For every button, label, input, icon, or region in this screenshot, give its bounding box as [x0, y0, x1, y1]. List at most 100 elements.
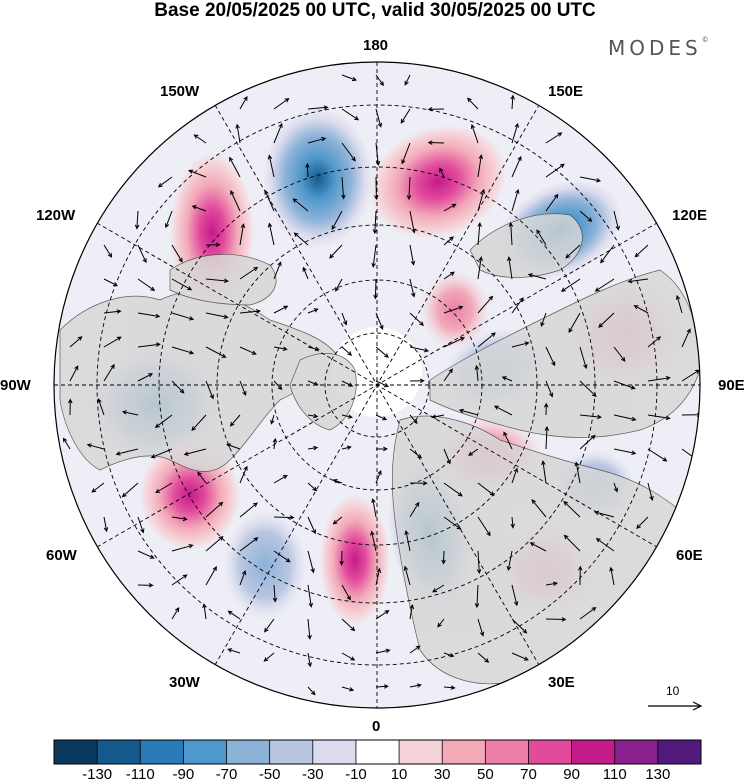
wind-arrow [341, 618, 356, 632]
wind-arrow [403, 565, 411, 586]
wind-arrow [409, 210, 416, 234]
wind-arrow [273, 346, 288, 351]
wind-arrow [272, 437, 278, 450]
wind-arrow [545, 132, 563, 144]
vector-scale-arrow [648, 701, 703, 711]
wind-arrow [239, 465, 248, 484]
wind-arrow [647, 482, 654, 501]
wind-arrow [647, 448, 668, 462]
wind-arrow [510, 516, 515, 529]
colorbar-tick-label: 110 [602, 766, 627, 783]
colorbar-tick-label: -130 [82, 766, 113, 783]
wind-arrow [307, 618, 312, 640]
wind-arrow [409, 414, 418, 425]
wind-arrow [563, 534, 581, 552]
wind-arrow [598, 312, 615, 328]
wind-arrow [264, 189, 275, 212]
wind-arrow [511, 188, 520, 212]
wind-arrow [476, 550, 482, 575]
colorbar-swatch [399, 740, 443, 764]
brand-name: MODES [608, 36, 702, 60]
wind-arrow [511, 122, 519, 144]
wind-arrow [431, 414, 445, 419]
wind-arrow [477, 482, 495, 496]
wind-arrow [103, 336, 122, 348]
wind-arrow [560, 278, 581, 292]
wind-arrow [493, 405, 513, 416]
wind-arrow [409, 480, 428, 486]
wind-arrow [477, 154, 483, 178]
wind-arrow [239, 266, 259, 280]
wind-arrow [404, 74, 411, 86]
wind-arrow [443, 271, 455, 280]
wind-arrow [205, 501, 224, 518]
wind-arrow [613, 380, 636, 390]
wind-arrow [529, 542, 547, 552]
wind-arrow [613, 346, 626, 362]
wind-arrow [97, 398, 105, 416]
wind-arrow [409, 645, 421, 654]
wind-arrow [443, 368, 453, 382]
wind-arrow [307, 413, 319, 419]
wind-arrow [375, 74, 384, 87]
wind-arrow [477, 516, 491, 537]
wind-arrow [235, 123, 241, 144]
wind-arrow [307, 308, 319, 314]
wind-vectors [62, 74, 700, 696]
wind-arrow [409, 378, 425, 384]
wind-arrow [341, 142, 356, 162]
colorbar-swatch [614, 740, 659, 764]
map-title: Base 20/05/2025 00 UTC, valid 30/05/2025… [154, 0, 596, 21]
wind-arrow [227, 648, 241, 654]
wind-arrow [443, 516, 462, 530]
lon-label-90e: 90E [718, 377, 745, 394]
wind-arrow [468, 448, 479, 456]
wind-arrow [613, 414, 637, 422]
alaska-land [169, 253, 277, 306]
chukotka-land [469, 213, 583, 278]
lon-label-180: 180 [363, 37, 389, 54]
wind-arrow [62, 437, 71, 450]
colorbar-tick-label: 30 [433, 766, 451, 783]
wind-arrow [302, 266, 309, 280]
wind-arrow [341, 312, 348, 326]
wind-arrow [341, 176, 346, 200]
colorbar-tick-label: -10 [345, 766, 367, 783]
wind-arrow [409, 346, 430, 353]
wind-arrow [404, 530, 411, 552]
colorbar-swatch [657, 740, 702, 764]
wind-arrow [171, 346, 195, 355]
wind-arrow [263, 652, 275, 662]
wind-arrow [443, 236, 454, 246]
wind-arrow [273, 515, 295, 520]
wind-arrow [545, 346, 556, 367]
wind-arrow [579, 176, 602, 183]
wind-arrow [545, 617, 567, 622]
anomaly-centre-positive [320, 495, 390, 625]
wind-arrow [375, 142, 381, 166]
lon-label-150w: 150W [160, 83, 200, 100]
wind-arrow [613, 448, 637, 455]
wind-arrow [331, 210, 343, 231]
wind-arrow [375, 414, 388, 421]
wind-arrow [341, 380, 354, 387]
wind-arrow [541, 460, 547, 484]
wind-arrow [501, 376, 513, 382]
wind-arrow [409, 683, 422, 688]
wind-arrow [307, 516, 316, 535]
wind-arrow [137, 516, 145, 534]
wind-arrow [375, 312, 384, 331]
wind-arrow [239, 223, 246, 246]
wind-arrow [191, 205, 207, 212]
brand-mark: © [701, 36, 709, 44]
wind-arrow [137, 244, 147, 264]
wind-arrow [370, 530, 377, 552]
wind-arrow [197, 471, 207, 484]
wind-arrow [267, 154, 275, 178]
wind-arrow [511, 652, 529, 661]
wind-arrow [341, 346, 353, 356]
wind-arrow [272, 584, 278, 603]
wind-arrow [230, 189, 241, 212]
wind-arrow [137, 312, 161, 319]
wind-arrow [474, 364, 480, 382]
